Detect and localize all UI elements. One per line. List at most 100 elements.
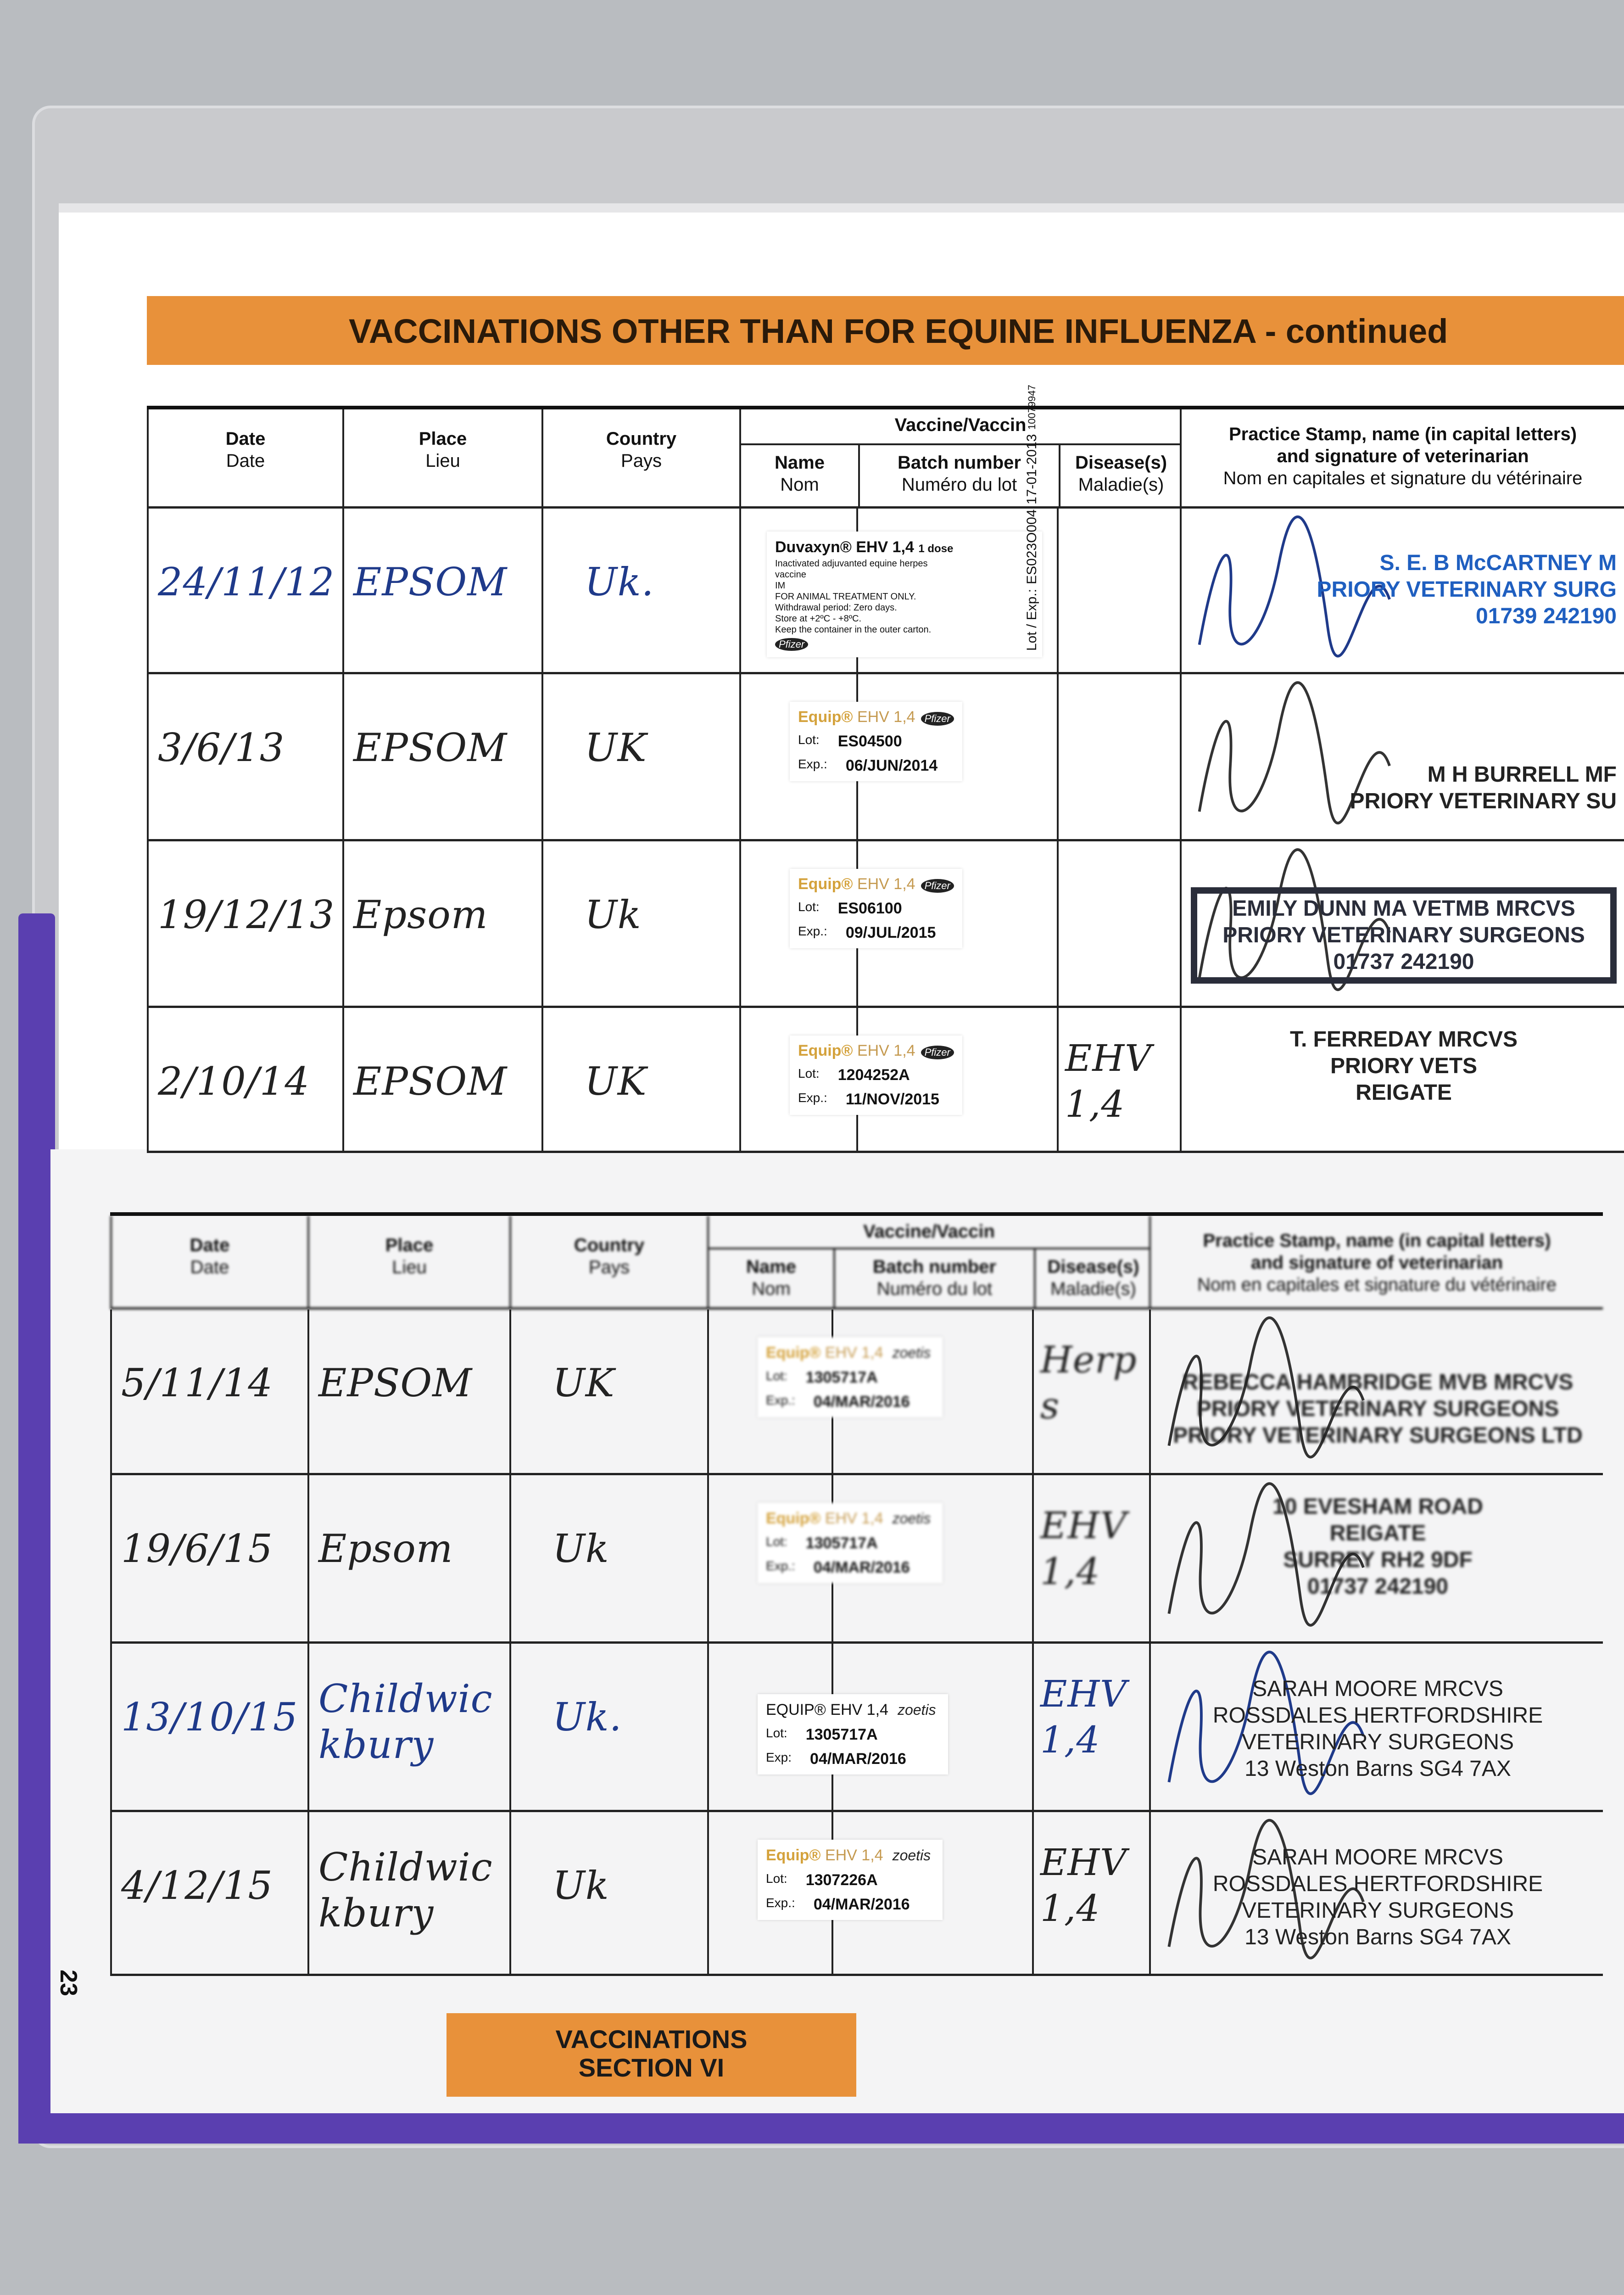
table-row: 19/6/15 Epsom Uk EHV 1,4 10 EVESHAM ROAD… (110, 1475, 1603, 1644)
section-title: VACCINATIONS OTHER THAN FOR EQUINE INFLU… (349, 312, 1448, 350)
header-batch-0: Batch number (873, 1257, 996, 1277)
zoetis-logo: zoetis (892, 1847, 931, 1864)
disease-cell: EHV 1,4 (1032, 1812, 1149, 1974)
stamp-line: REIGATE (1329, 1521, 1426, 1545)
header-batch-1: Numéro du lot (901, 474, 1017, 495)
sticker-ehv: EHV 1,4 (857, 875, 915, 893)
place-cell: EPSOM (342, 1008, 541, 1151)
practice-stamp: S. E. B McCARTNEY M PRIORY VETERINARY SUR… (1191, 550, 1617, 630)
stamp-line: 01737 242190 (1333, 950, 1474, 974)
stamp-line: PRIORY VETERINARY SURG (1317, 577, 1617, 602)
place-cell: EPSOM (342, 674, 541, 839)
name-cell (707, 1812, 832, 1974)
sticker-exp: 17-01-2013 (1024, 434, 1039, 505)
sticker-exp: 04/MAR/2016 (813, 1393, 910, 1411)
stamp-cell: S. E. B McCARTNEY M PRIORY VETERINARY SUR… (1180, 509, 1624, 672)
sticker-text-line: Store at +2ºC - +8ºC. (775, 614, 862, 624)
sticker-lot-label: Lot: (798, 1066, 820, 1080)
sticker-brand: Equip® (798, 1042, 853, 1059)
header-place-1: Lieu (392, 1257, 427, 1277)
sticker-ehv: EHV 1,4 (825, 1847, 883, 1864)
stamp-line: 01739 242190 (1476, 604, 1617, 628)
header-vaccine: Vaccine/Vaccin Name Nom Batch number Numér… (707, 1216, 1149, 1310)
country-value: Uk (552, 1526, 609, 1571)
header-date-0: Date (190, 1235, 230, 1255)
sticker-exp: 04/MAR/2016 (813, 1559, 910, 1576)
stamp-cell: T. FERREDAY MRCVS PRIORY VETS REIGATE (1180, 1008, 1624, 1151)
header-place-0: Place (419, 429, 467, 449)
header-date: Date Date (110, 1216, 307, 1310)
name-cell (739, 509, 856, 672)
stamp-line: REIGATE (1356, 1080, 1452, 1105)
sticker-ehv: EHV 1,4 (830, 1701, 888, 1718)
sticker-exp-label: Exp.: (798, 1091, 827, 1105)
country-cell: Uk. (509, 1644, 707, 1810)
section-title-bar: VACCINATIONS OTHER THAN FOR EQUINE INFLU… (147, 296, 1624, 365)
header-place-0: Place (385, 1235, 434, 1255)
practice-stamp: T. FERREDAY MRCVS PRIORY VETS REIGATE (1191, 1026, 1617, 1106)
date-value: 5/11/14 (121, 1360, 273, 1405)
stamp-cell: 10 EVESHAM ROAD REIGATE SURREY RH2 9DF 0173… (1149, 1475, 1603, 1641)
sticker-exp: 04/MAR/2016 (810, 1750, 906, 1768)
section-box-line-2: SECTION VI (578, 2053, 725, 2082)
disease-cell (1057, 841, 1180, 1006)
sticker-lot-label: Lot: (798, 733, 820, 747)
header-country: Country Pays (541, 409, 739, 509)
disease-value: EHV 1,4 (1040, 1504, 1127, 1593)
name-cell (739, 674, 856, 839)
sticker-ehv: EHV 1,4 (825, 1510, 883, 1527)
stamp-line: EMILY DUNN MA VETMB MRCVS (1232, 896, 1575, 921)
disease-cell (1057, 674, 1180, 839)
date-cell: 19/12/13 (147, 841, 342, 1006)
header-batch: Batch number Numéro du lot (858, 445, 1059, 509)
sticker-lot: 1305717A (805, 1726, 878, 1743)
header-stamp-1: and signature of veterinarian (1277, 446, 1529, 466)
sticker-exp-label: Exp.: (766, 1559, 795, 1573)
date-value: 4/12/15 (121, 1863, 273, 1908)
stamp-line: M H BURRELL MF (1427, 762, 1617, 787)
sticker-exp-label: Exp.: (766, 1393, 795, 1407)
sticker-lot-label: Lot: (766, 1871, 787, 1886)
header-vaccine-title: Vaccine/Vaccin (741, 409, 1180, 445)
name-cell (739, 1008, 856, 1151)
place-value: EPSOM (353, 560, 508, 605)
place-cell: Epsom (342, 841, 541, 1006)
header-stamp-0: Practice Stamp, name (in capital letters… (1203, 1231, 1551, 1251)
vaccine-sticker: Equip® EHV 1,4 Pfizer Lot: ES04500 Exp.: 06… (790, 702, 962, 781)
section-box: VACCINATIONS SECTION VI (446, 2013, 856, 2097)
header-country-0: Country (574, 1235, 645, 1255)
stamp-line: S. E. B McCARTNEY M (1379, 551, 1617, 575)
stamp-line: T. FERREDAY MRCVS (1289, 1027, 1518, 1052)
sticker-brand: Duvaxyn® EHV 1,4 (775, 538, 914, 556)
country-value: Uk. (585, 560, 654, 605)
name-cell (707, 1475, 832, 1641)
header-stamp-2: Nom en capitales et signature du vétérin… (1197, 1275, 1557, 1295)
header-disease-0: Disease(s) (1075, 452, 1167, 473)
table-row: 4/12/15 Childwickbury Uk EHV 1,4 SARAH M… (110, 1812, 1603, 1976)
date-cell: 19/6/15 (110, 1475, 307, 1641)
sticker-exp-label: Exp.: (798, 757, 827, 771)
sticker-exp: 06/JUN/2014 (845, 757, 938, 774)
header-stamp: Practice Stamp, name (in capital letters… (1180, 409, 1624, 509)
header-batch: Batch number Numéro du lot (833, 1249, 1034, 1310)
country-value: Uk (552, 1863, 609, 1908)
date-cell: 3/6/13 (147, 674, 342, 839)
disease-value: EHV 1,4 (1040, 1673, 1127, 1761)
country-cell: UK (509, 1310, 707, 1473)
disease-cell: Herps (1032, 1310, 1149, 1473)
stamp-line: VETERINARY SURGEONS (1241, 1898, 1514, 1923)
pfizer-logo: Pfizer (775, 638, 809, 651)
name-cell (707, 1310, 832, 1473)
practice-stamp: 10 EVESHAM ROAD REIGATE SURREY RH2 9DF 0173… (1160, 1494, 1596, 1600)
sticker-lot-label: Lot / Exp.: (1024, 588, 1039, 651)
stamp-line: ROSSDALES HERTFORDSHIRE (1212, 1872, 1543, 1896)
stamp-line: 10 EVESHAM ROAD (1272, 1495, 1483, 1519)
pfizer-logo: Pfizer (921, 1046, 954, 1059)
date-value: 2/10/14 (158, 1059, 310, 1104)
disease-value: Herps (1040, 1338, 1137, 1427)
country-cell: Uk (509, 1475, 707, 1641)
header-batch-0: Batch number (898, 452, 1021, 473)
stamp-line: SARAH MOORE MRCVS (1252, 1845, 1503, 1870)
vaccine-sticker: Equip® EHV 1,4 zoetis Lot: 1305717A Exp.: 0… (758, 1337, 943, 1417)
practice-stamp: SARAH MOORE MRCVS ROSSDALES HERTFORDSHIRE… (1160, 1844, 1596, 1951)
